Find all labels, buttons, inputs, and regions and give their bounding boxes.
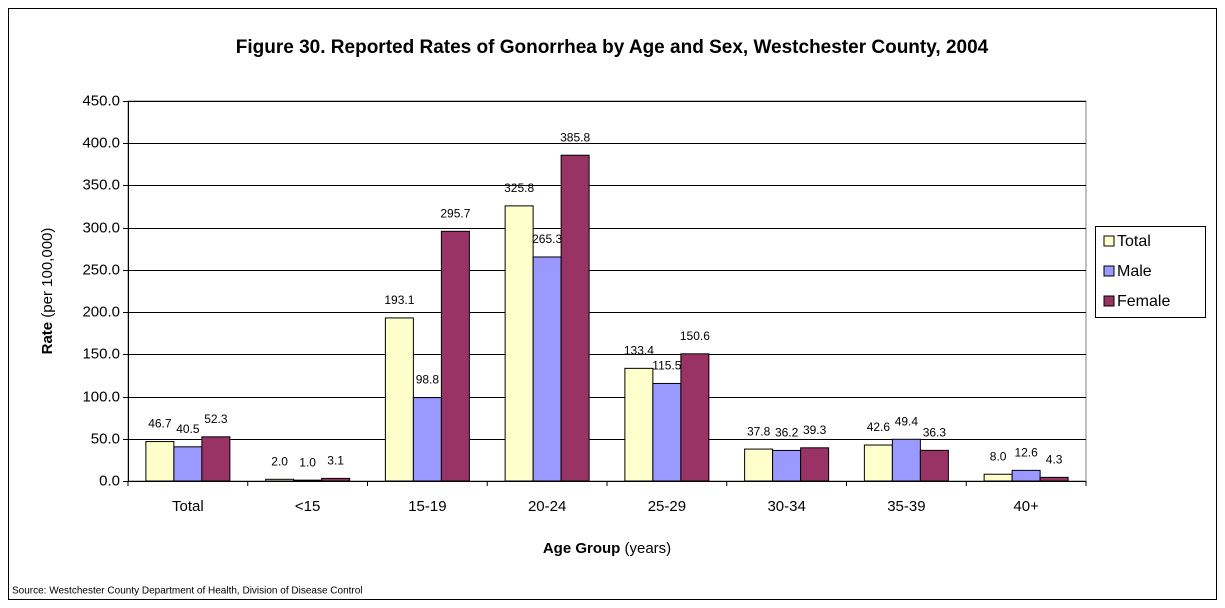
y-tick-label: 200.0 bbox=[82, 303, 120, 320]
bar bbox=[772, 449, 802, 482]
value-label: 193.1 bbox=[384, 293, 414, 307]
y-tick-label: 350.0 bbox=[82, 176, 120, 193]
bar bbox=[652, 382, 682, 482]
y-tick-label: 0.0 bbox=[99, 472, 120, 489]
y-tick-label: 250.0 bbox=[82, 261, 120, 278]
x-tick-label: 15-19 bbox=[408, 498, 446, 515]
x-tick-label: 20-24 bbox=[528, 498, 566, 515]
y-tick-label: 300.0 bbox=[82, 219, 120, 236]
value-label: 4.3 bbox=[1046, 453, 1063, 467]
value-label: 325.8 bbox=[504, 181, 534, 195]
bar bbox=[1039, 476, 1069, 482]
bar bbox=[265, 478, 295, 482]
bar bbox=[624, 367, 654, 482]
x-axis-label-bold: Age Group bbox=[543, 540, 621, 557]
legend-swatch bbox=[1103, 295, 1115, 307]
legend-swatch bbox=[1103, 265, 1115, 277]
bar bbox=[560, 154, 590, 482]
legend-label: Total bbox=[1117, 233, 1151, 250]
bar bbox=[891, 438, 921, 482]
value-label: 115.5 bbox=[652, 359, 681, 373]
legend-label: Male bbox=[1117, 263, 1152, 280]
value-label: 98.8 bbox=[416, 373, 440, 387]
x-axis-label-rest: (years) bbox=[625, 540, 672, 557]
bar bbox=[1011, 469, 1041, 482]
value-label: 36.2 bbox=[775, 426, 799, 440]
value-label: 133.4 bbox=[624, 344, 654, 358]
x-tick-label: 25-29 bbox=[648, 498, 686, 515]
value-label: 265.3 bbox=[532, 232, 562, 246]
bar bbox=[321, 477, 351, 482]
chart-title: Figure 30. Reported Rates of Gonorrhea b… bbox=[236, 37, 989, 58]
y-axis-label-bold: Rate bbox=[39, 322, 56, 355]
bar bbox=[293, 479, 323, 482]
bar bbox=[173, 446, 203, 482]
y-axis-label-rest: (per 100,000) bbox=[39, 228, 56, 318]
legend-swatch bbox=[1103, 235, 1115, 247]
x-tick-label: 30-34 bbox=[767, 498, 805, 515]
y-tick-label: 400.0 bbox=[82, 134, 120, 151]
source-note: Source: Westchester County Department of… bbox=[12, 586, 363, 597]
value-label: 46.7 bbox=[148, 417, 172, 431]
y-axis-label: Rate (per 100,000) bbox=[39, 228, 56, 355]
bar bbox=[201, 436, 231, 482]
x-tick-label: Total bbox=[172, 498, 204, 515]
value-label: 40.5 bbox=[176, 422, 200, 436]
value-label: 37.8 bbox=[747, 424, 771, 438]
value-label: 39.3 bbox=[803, 423, 827, 437]
value-label: 42.6 bbox=[867, 420, 891, 434]
value-label: 8.0 bbox=[990, 449, 1007, 463]
bar bbox=[800, 447, 830, 482]
bar bbox=[504, 205, 534, 482]
value-label: 12.6 bbox=[1014, 446, 1038, 460]
y-tick-label: 50.0 bbox=[91, 430, 120, 447]
value-label: 52.3 bbox=[204, 412, 228, 426]
x-tick-label: <15 bbox=[295, 498, 320, 515]
bar bbox=[744, 448, 774, 482]
bar bbox=[145, 441, 175, 482]
y-tick-label: 450.0 bbox=[82, 92, 120, 109]
x-axis-label: Age Group (years) bbox=[543, 540, 671, 557]
bar bbox=[983, 473, 1013, 482]
value-label: 36.3 bbox=[923, 426, 947, 440]
value-label: 1.0 bbox=[299, 455, 316, 469]
bar bbox=[863, 444, 893, 482]
y-tick-label: 100.0 bbox=[82, 388, 120, 405]
value-label: 295.7 bbox=[440, 206, 470, 220]
x-tick-label: 40+ bbox=[1013, 498, 1039, 515]
value-label: 2.0 bbox=[271, 454, 288, 468]
bar bbox=[680, 353, 710, 482]
x-tick-label: 35-39 bbox=[887, 498, 925, 515]
y-tick-label: 150.0 bbox=[82, 345, 120, 362]
bar bbox=[384, 317, 414, 482]
value-label: 49.4 bbox=[895, 414, 919, 428]
value-label: 3.1 bbox=[327, 454, 344, 468]
plot-area bbox=[127, 100, 1087, 482]
bar bbox=[919, 449, 949, 482]
value-label: 150.6 bbox=[680, 329, 710, 343]
bar bbox=[440, 230, 470, 482]
legend-label: Female bbox=[1117, 293, 1170, 310]
value-label: 385.8 bbox=[560, 130, 590, 144]
bar bbox=[532, 256, 562, 482]
bar bbox=[412, 397, 442, 482]
